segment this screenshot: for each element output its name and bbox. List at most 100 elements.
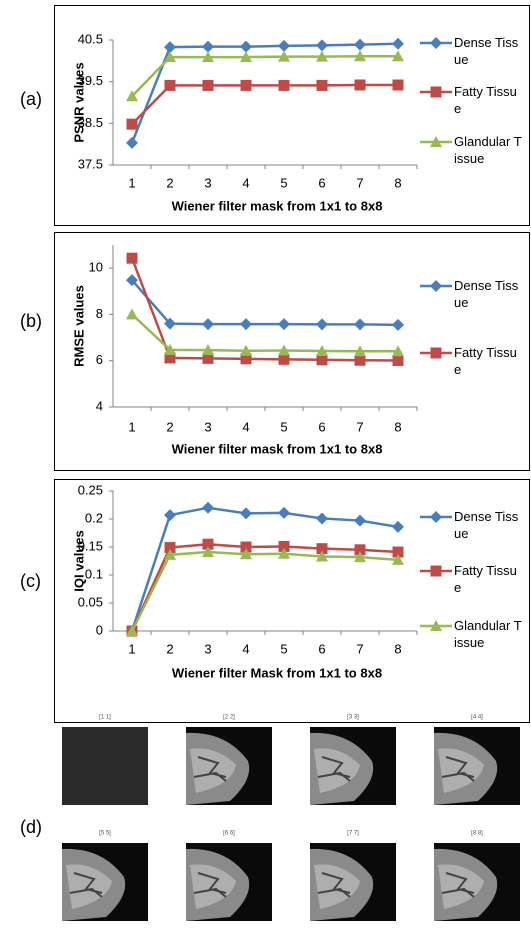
x-tick-label: 2: [166, 419, 173, 434]
legend-entry: Dense Tissue: [454, 278, 519, 310]
x-tick-label: 6: [318, 419, 325, 434]
marker: [392, 345, 404, 357]
y-tick-label: 0.15: [78, 538, 103, 553]
x-axis-title: Wiener filter mask from 1x1 to 8x8: [172, 441, 383, 456]
marker: [240, 79, 252, 91]
y-tick-label: 10: [89, 260, 103, 275]
marker: [430, 136, 442, 147]
x-tick-label: 3: [204, 641, 211, 656]
y-tick-label: 0: [96, 622, 103, 637]
marker: [202, 318, 214, 331]
marker: [202, 352, 214, 364]
y-axis-title: IQI values: [71, 530, 86, 591]
marker: [202, 546, 214, 558]
marker: [278, 540, 290, 552]
marker: [354, 354, 366, 366]
y-tick-label: 39.5: [78, 73, 103, 88]
marker: [202, 538, 214, 550]
y-tick-label: 38.5: [78, 115, 103, 130]
legend-label: Glandular Tissue: [454, 134, 522, 166]
marker: [202, 501, 214, 514]
marker: [354, 514, 366, 527]
legend-entry: Glandular Tissue: [454, 134, 522, 166]
series-line: [130, 42, 399, 144]
panel-frame: [54, 5, 530, 226]
legend-entry: Fatty Tissue: [454, 345, 517, 377]
legend-entry: Dense Tissue: [454, 35, 519, 67]
tissue-texture: [193, 756, 227, 782]
marker: [164, 509, 176, 522]
marker: [392, 520, 404, 533]
series-line: [130, 550, 399, 632]
marker: [240, 51, 252, 63]
x-tick-label: 6: [318, 175, 325, 190]
marker: [126, 136, 138, 149]
marker: [126, 625, 138, 636]
marker: [278, 547, 290, 559]
image: [62, 727, 148, 805]
marker: [354, 50, 366, 62]
marker: [164, 548, 176, 560]
marker: [430, 37, 442, 49]
marker: [430, 280, 442, 292]
x-axis-title: Wiener filter Mask from 1x1 to 8x8: [172, 665, 382, 680]
panel-label: (c): [20, 571, 41, 591]
marker: [354, 551, 366, 563]
marker: [316, 512, 328, 525]
marker: [316, 354, 328, 366]
marker: [164, 542, 176, 554]
x-tick-label: 4: [242, 175, 249, 190]
marker: [240, 548, 252, 560]
marker: [240, 344, 252, 356]
marker: [392, 37, 404, 50]
panel-label: (d): [20, 817, 42, 837]
x-tick-label: 8: [394, 175, 401, 190]
series-line: [131, 279, 399, 327]
marker: [354, 345, 366, 357]
marker: [316, 50, 328, 62]
y-axis-title: PSNR values: [71, 62, 86, 142]
series-line: [130, 257, 399, 362]
y-tick-label: 4: [96, 398, 103, 413]
marker: [354, 38, 366, 51]
x-tick-label: 5: [280, 641, 287, 656]
marker: [240, 353, 252, 365]
tissue-texture: [69, 872, 103, 898]
image-title: [1 1]: [99, 715, 111, 721]
marker: [392, 50, 404, 62]
x-tick-label: 5: [280, 175, 287, 190]
x-axis-title: Wiener filter mask from 1x1 to 8x8: [172, 198, 383, 213]
marker: [126, 118, 138, 130]
tissue-texture: [317, 756, 351, 782]
y-tick-label: 0.25: [78, 482, 103, 497]
legend-label: Dense Tissue: [454, 35, 519, 67]
marker: [278, 50, 290, 62]
marker: [316, 543, 328, 555]
x-tick-label: 2: [166, 175, 173, 190]
panel-frame: [54, 479, 530, 723]
panel-label: (b): [20, 311, 42, 331]
marker: [316, 318, 328, 331]
y-tick-label: 6: [96, 352, 103, 367]
marker: [240, 507, 252, 520]
legend-label: Glandular Tissue: [454, 618, 522, 650]
marker: [354, 79, 366, 91]
marker: [164, 41, 176, 54]
legend-label: Dense Tissue: [454, 278, 519, 310]
series-line: [130, 506, 399, 632]
image-title: [3 3]: [347, 715, 359, 721]
marker: [392, 318, 404, 331]
x-tick-label: 7: [356, 641, 363, 656]
x-tick-label: 8: [394, 419, 401, 434]
x-tick-label: 1: [128, 175, 135, 190]
image-title: [4 4]: [471, 715, 483, 721]
tissue-texture: [317, 872, 351, 898]
x-tick-label: 3: [204, 419, 211, 434]
x-tick-label: 2: [166, 641, 173, 656]
marker: [316, 550, 328, 562]
x-tick-label: 3: [204, 175, 211, 190]
x-tick-label: 6: [318, 641, 325, 656]
x-tick-label: 5: [280, 419, 287, 434]
legend-entry: Fatty Tissue: [454, 563, 517, 595]
y-tick-label: 0.05: [78, 594, 103, 609]
